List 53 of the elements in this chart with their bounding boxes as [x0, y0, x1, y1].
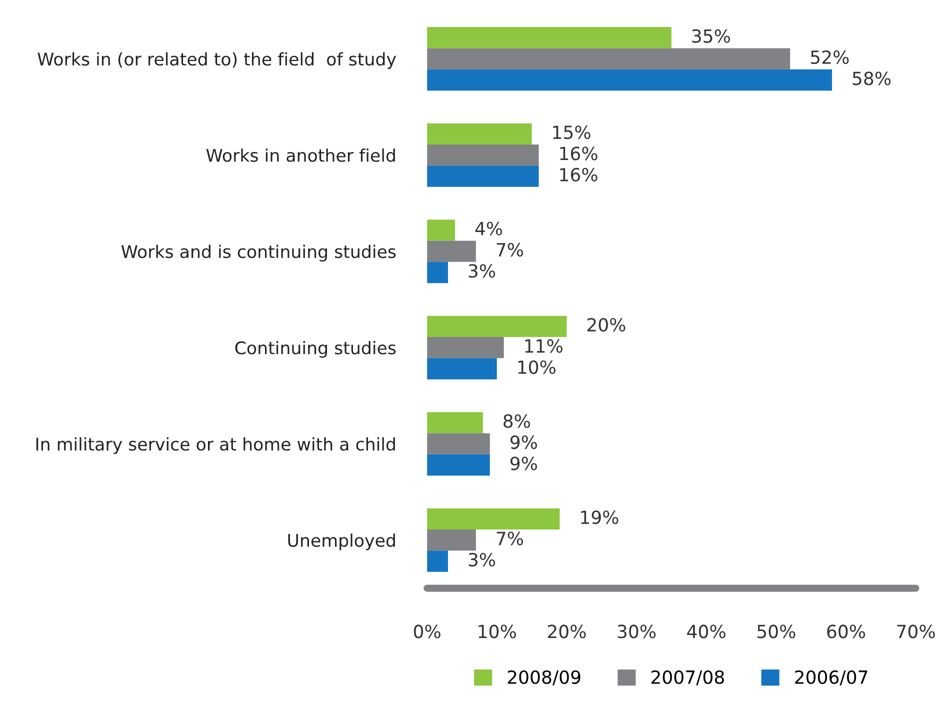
bar: [427, 316, 567, 337]
data-label: 8%: [504, 414, 530, 428]
x-tick-label: 30%: [618, 624, 656, 638]
bar: [427, 123, 532, 144]
data-label: 9%: [510, 456, 537, 470]
data-label: 58%: [852, 72, 891, 86]
bar: [427, 358, 497, 380]
bar: [427, 166, 539, 187]
data-label: 7%: [496, 242, 524, 257]
data-label: 11%: [525, 339, 562, 353]
bar: [427, 262, 448, 284]
data-label: 3%: [468, 552, 496, 567]
legend-label: 2008/09: [508, 670, 580, 686]
x-tick-label: 50%: [757, 624, 796, 638]
bar: [427, 27, 672, 48]
data-label: 10%: [518, 360, 556, 374]
data-label: 20%: [587, 318, 626, 332]
bar: [427, 240, 476, 262]
data-label: 35%: [692, 29, 730, 43]
y-tick-label: Works and is continuing studies: [121, 244, 396, 262]
data-label: 15%: [553, 125, 590, 140]
data-label: 4%: [475, 222, 502, 236]
bar: [427, 220, 455, 241]
y-tick-label: Works in (or related to) the field of study: [38, 52, 396, 70]
x-tick-label: 60%: [827, 624, 866, 638]
x-tick-label: 20%: [548, 624, 586, 638]
bar: [427, 454, 490, 476]
bar: [427, 530, 476, 551]
x-tick-label: 10%: [478, 624, 516, 638]
data-label: 52%: [810, 50, 849, 64]
x-tick-label: 70%: [897, 624, 935, 638]
y-tick-label: Works in another field: [206, 148, 395, 162]
bar: [427, 433, 490, 454]
legend-label: 2007/08: [651, 670, 724, 686]
bar: [427, 337, 504, 358]
bar: [427, 508, 560, 530]
y-tick-label: In military service or at home with a child: [36, 437, 395, 454]
bar: [427, 550, 448, 572]
data-label: 16%: [560, 168, 598, 182]
bar: [427, 144, 539, 166]
data-label: 7%: [496, 532, 524, 546]
y-tick-label: Continuing studies: [235, 340, 396, 358]
bar: [427, 69, 832, 91]
data-label: 9%: [510, 435, 537, 450]
y-tick-label: Unemployed: [288, 534, 395, 550]
bar: [427, 48, 790, 70]
x-tick-label: 0%: [414, 624, 440, 638]
legend-label: 2006/07: [795, 670, 868, 686]
data-label: 19%: [581, 510, 618, 524]
data-label: 16%: [560, 146, 598, 160]
x-tick-label: 40%: [687, 624, 726, 638]
bar: [427, 412, 483, 434]
data-label: 3%: [468, 264, 496, 278]
